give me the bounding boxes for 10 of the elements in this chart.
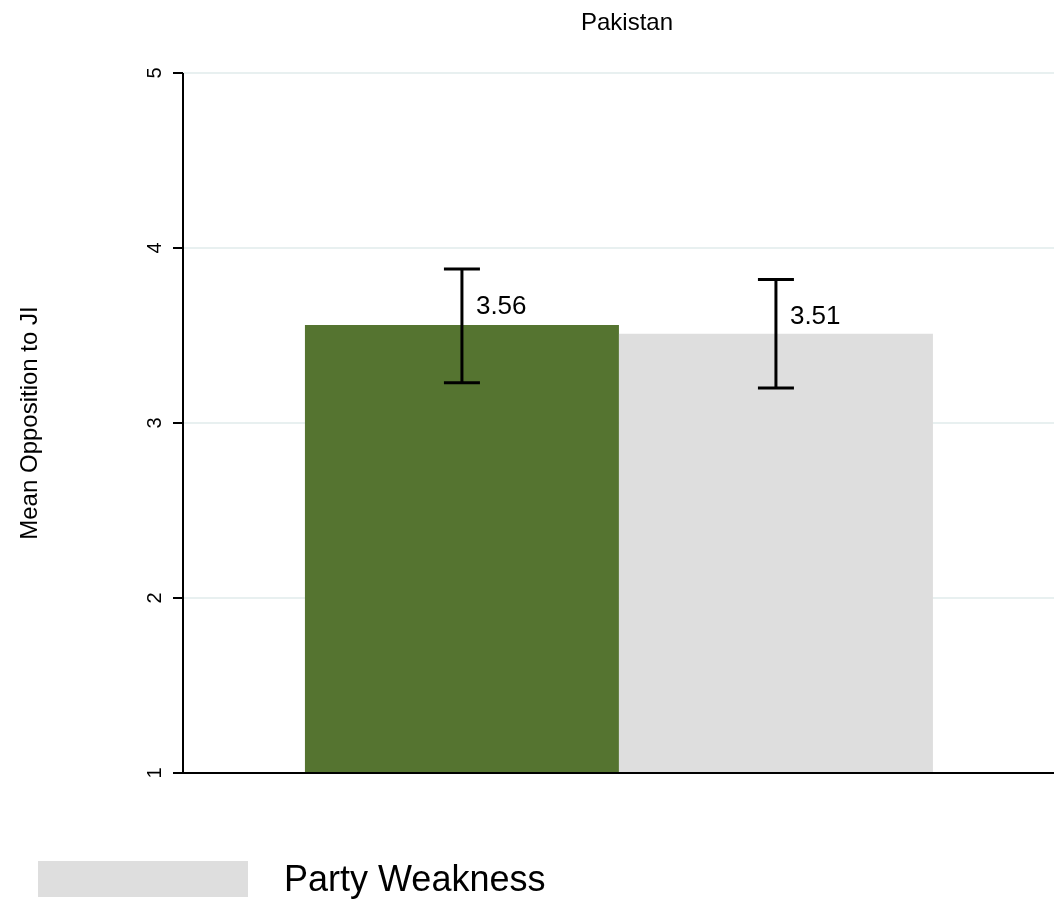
text: Party Weakness (284, 858, 546, 900)
data-label: 3.56 (475, 289, 527, 320)
y-tick-label: 2 (143, 592, 165, 604)
y-axis-title: Mean Opposition to JI (14, 306, 42, 540)
y-tick-label: 1 (143, 767, 165, 779)
y-tick-label: 5 (143, 67, 165, 79)
y-tick-label: 4 (143, 242, 165, 254)
y-tick-label: 3 (143, 417, 165, 429)
chart-title: Pakistan (579, 8, 675, 36)
data-label: 3.51 (789, 300, 841, 331)
